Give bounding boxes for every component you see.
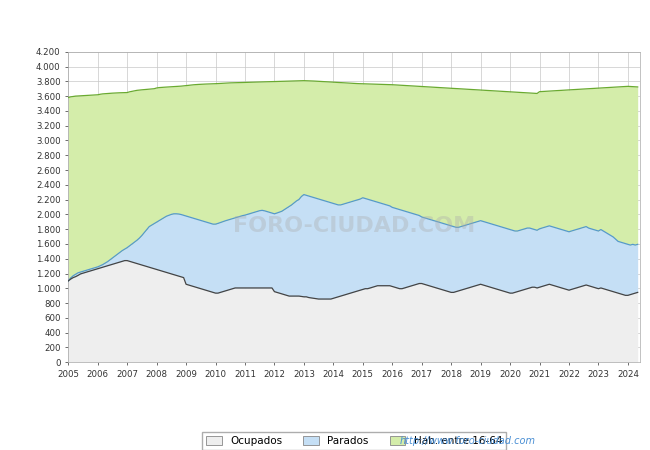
Text: FORO-CIUDAD.COM: FORO-CIUDAD.COM (233, 216, 475, 236)
Legend: Ocupados, Parados, Hab. entre 16-64: Ocupados, Parados, Hab. entre 16-64 (202, 432, 506, 450)
Text: http://www.foro-ciudad.com: http://www.foro-ciudad.com (400, 436, 536, 446)
Text: Paterna de Rivera - Evolucion de la poblacion en edad de Trabajar Mayo de 2024: Paterna de Rivera - Evolucion de la pobl… (72, 17, 578, 30)
